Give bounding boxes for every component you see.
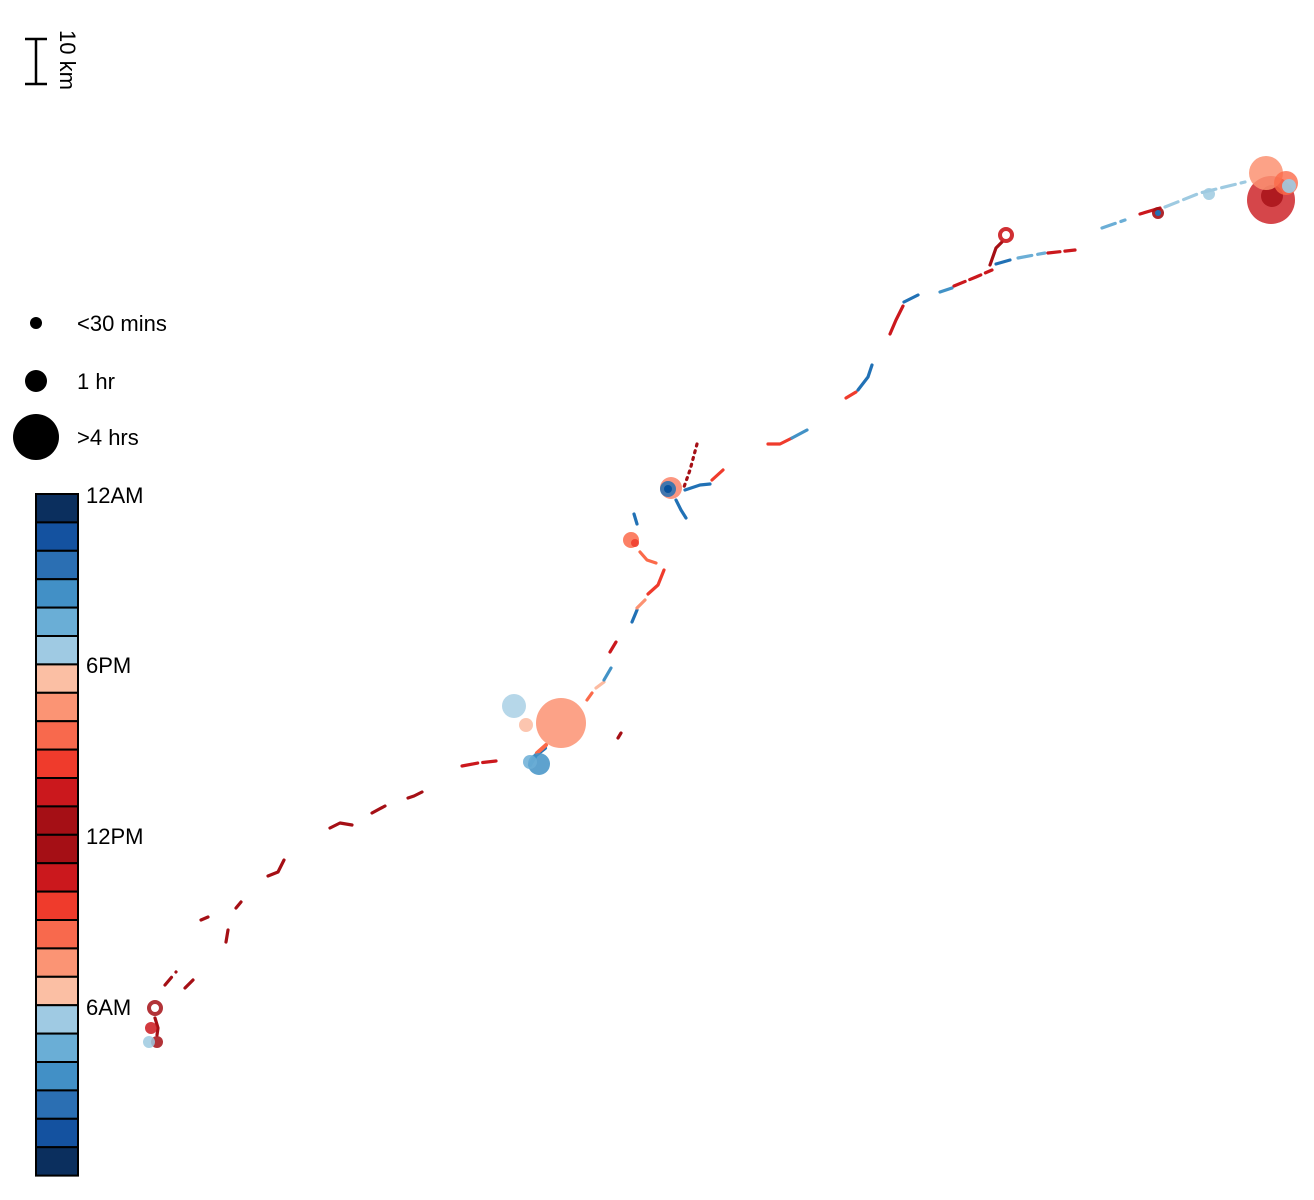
route-segment bbox=[183, 978, 195, 990]
time-legend-swatch bbox=[35, 1089, 79, 1120]
time-legend-swatch bbox=[35, 748, 79, 779]
stop-point bbox=[664, 485, 672, 493]
time-legend-swatch bbox=[35, 947, 79, 978]
time-legend-swatch bbox=[35, 635, 79, 666]
route-segment bbox=[224, 928, 230, 944]
legend-dot-large bbox=[13, 414, 59, 460]
route-segment bbox=[790, 428, 809, 440]
time-tick-6am: 6AM bbox=[86, 995, 131, 1020]
duration-legend: <30 mins 1 hr >4 hrs bbox=[13, 311, 167, 460]
route-segment bbox=[163, 970, 178, 987]
stop-point bbox=[519, 718, 533, 732]
time-legend-swatch bbox=[35, 691, 79, 723]
route-segment bbox=[266, 858, 286, 878]
route-segment bbox=[902, 293, 920, 304]
time-legend-swatch bbox=[35, 890, 79, 921]
route-segment bbox=[938, 286, 954, 294]
route-track bbox=[153, 180, 1247, 1037]
time-legend-swatch bbox=[35, 549, 79, 581]
route-segment bbox=[602, 666, 613, 682]
time-of-day-legend bbox=[35, 493, 79, 1177]
route-segment bbox=[630, 608, 639, 624]
route-segment bbox=[608, 640, 618, 654]
route-segment bbox=[616, 731, 623, 740]
route-segment bbox=[594, 680, 606, 690]
route-segment bbox=[856, 363, 874, 392]
stop-point bbox=[631, 539, 639, 547]
legend-dot-medium bbox=[25, 370, 47, 392]
route-segment bbox=[406, 790, 424, 800]
time-legend-swatch bbox=[35, 521, 79, 552]
route-segment bbox=[844, 390, 858, 400]
time-legend-swatch bbox=[35, 862, 79, 893]
time-legend-swatch bbox=[35, 606, 79, 637]
route-segment bbox=[1163, 180, 1247, 209]
route-segment bbox=[710, 468, 725, 482]
route-segment bbox=[994, 258, 1012, 266]
stop-point bbox=[502, 694, 526, 718]
stop-points bbox=[143, 156, 1298, 1048]
time-legend-swatch bbox=[35, 1146, 79, 1177]
route-segment bbox=[1046, 248, 1077, 255]
stop-point bbox=[536, 698, 586, 748]
time-tick-6pm: 6PM bbox=[86, 653, 131, 678]
route-segment bbox=[638, 550, 658, 565]
time-legend-ticks: 12AM 6PM 12PM 6AM bbox=[86, 483, 143, 1020]
scale-bar-label: 10 km bbox=[55, 30, 80, 90]
legend-label-medium: 1 hr bbox=[77, 369, 115, 394]
route-segment bbox=[535, 743, 548, 755]
legend-dot-small bbox=[30, 317, 42, 329]
route-segment bbox=[328, 821, 354, 830]
route-segment bbox=[683, 482, 712, 492]
route-segment bbox=[1100, 218, 1127, 230]
time-legend-swatch bbox=[35, 919, 79, 950]
route-segment bbox=[585, 691, 594, 702]
time-legend-swatch bbox=[35, 493, 79, 524]
route-segment bbox=[674, 498, 688, 520]
time-legend-swatch bbox=[35, 833, 79, 865]
time-legend-swatch bbox=[35, 975, 79, 1007]
route-segment bbox=[646, 568, 666, 596]
time-legend-swatch bbox=[35, 663, 79, 694]
stop-point bbox=[145, 1022, 157, 1034]
route-segment bbox=[988, 240, 1004, 267]
route-segment bbox=[888, 304, 905, 336]
route-segment bbox=[682, 442, 699, 489]
time-legend-swatch bbox=[35, 1061, 79, 1092]
route-segment bbox=[766, 436, 794, 446]
time-tick-12am: 12AM bbox=[86, 483, 143, 508]
time-legend-swatch bbox=[35, 805, 79, 836]
stop-point bbox=[998, 227, 1014, 243]
legend-label-large: >4 hrs bbox=[77, 425, 139, 450]
route-segment bbox=[234, 900, 243, 910]
time-legend-swatch bbox=[35, 578, 79, 609]
time-legend-swatch bbox=[35, 1032, 79, 1063]
time-legend-swatch bbox=[35, 720, 79, 751]
time-legend-swatch bbox=[35, 777, 79, 808]
route-segment bbox=[632, 512, 639, 526]
stop-point bbox=[147, 1000, 163, 1016]
time-legend-swatch bbox=[35, 1117, 79, 1149]
route-segment bbox=[460, 759, 498, 768]
legend-label-small: <30 mins bbox=[77, 311, 167, 336]
stop-point bbox=[1155, 210, 1161, 216]
route-segment bbox=[370, 804, 387, 815]
stop-point bbox=[1203, 188, 1215, 200]
route-segment bbox=[952, 268, 994, 288]
route-segment bbox=[199, 915, 210, 922]
time-tick-12pm: 12PM bbox=[86, 824, 143, 849]
stop-point bbox=[523, 755, 537, 769]
route-segment bbox=[1016, 251, 1047, 260]
route-segment bbox=[635, 598, 647, 610]
time-legend-swatch bbox=[35, 1004, 79, 1035]
stop-point bbox=[143, 1036, 155, 1048]
scale-bar: 10 km bbox=[25, 30, 80, 90]
route-segment bbox=[153, 1016, 160, 1037]
stop-point bbox=[1282, 179, 1296, 193]
